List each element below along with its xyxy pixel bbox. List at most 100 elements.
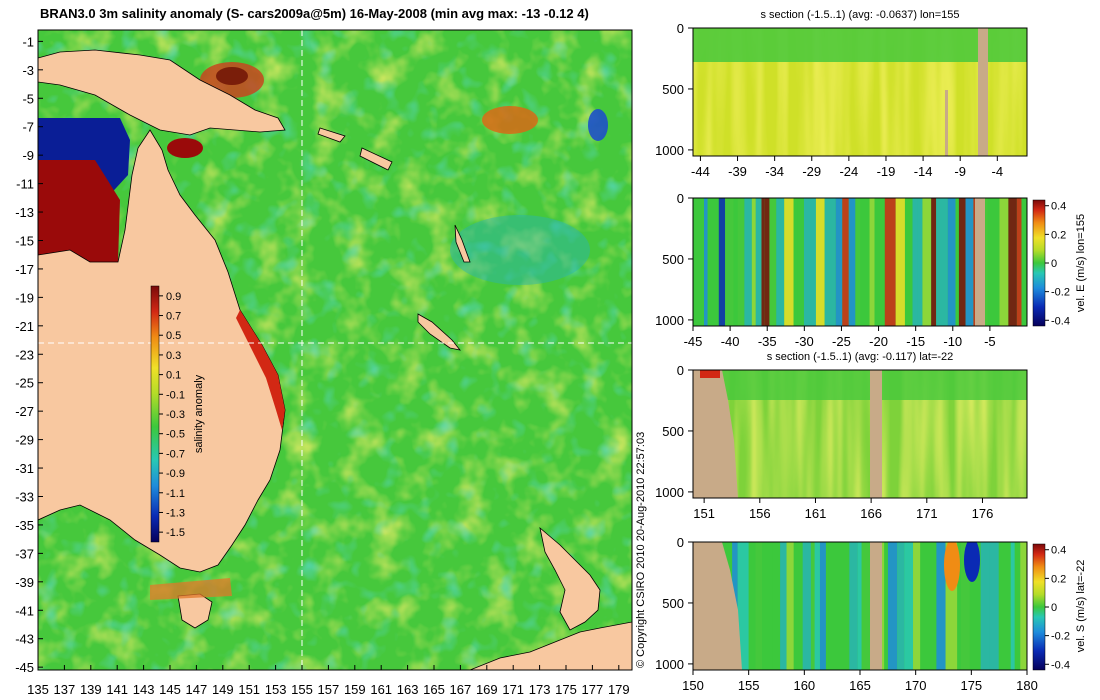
map-lon-tick-label: 149 <box>212 682 234 697</box>
p2Bands-band <box>764 198 770 326</box>
map-lon-tick-label: 169 <box>476 682 498 697</box>
p2Bands-band <box>869 198 875 326</box>
p2Bands-band <box>999 198 1009 326</box>
p4Bands-band <box>1020 542 1027 670</box>
p2Bands-band <box>1016 198 1022 326</box>
p2Bands-band <box>931 198 937 326</box>
panel4-colorbar-ticks: 0.4 0.2 0 -0.2 -0.4 <box>1045 545 1070 671</box>
map-lat-tick-label: -3 <box>22 63 34 78</box>
p4Cb-tick-label: -0.4 <box>1051 659 1070 671</box>
map-lon-tick-label: 167 <box>450 682 472 697</box>
p3Axes-x-tick-label: 156 <box>749 506 771 521</box>
panel2-frame <box>692 197 1028 327</box>
p4Bands-band <box>920 542 932 670</box>
panel4-colorbar-label: vel. S (m/s) lat=-22 <box>1075 560 1087 653</box>
map-colorbar-tick-label: -0.1 <box>166 389 185 401</box>
map-lat-tick-label: -31 <box>15 461 34 476</box>
p4Bands-band <box>936 542 946 670</box>
map-lat-tick-label: -25 <box>15 376 34 391</box>
map-lat-axis: -1 -3 -5 -7 -9 -11 -13 -15 -17 -19 -21 -23 -25 -27 -29… <box>15 34 43 675</box>
p3Axes-y-tick-label: 1000 <box>655 485 684 500</box>
anomaly-high-png-core <box>216 67 248 85</box>
p2Bands-band <box>848 198 856 326</box>
p4Axes-x-tick-label: 155 <box>738 678 760 693</box>
p4Bands-band <box>772 542 781 670</box>
map-lon-tick-label: 151 <box>238 682 260 697</box>
map-lon-tick-label: 153 <box>265 682 287 697</box>
p4Bands-band <box>884 542 888 670</box>
p4Bands-band <box>887 542 898 670</box>
map-lat-tick-label: -1 <box>22 34 34 49</box>
panel2-colorbar-ticks: 0.4 0.2 0 -0.2 -0.4 <box>1045 201 1070 327</box>
p4Bands-band <box>755 542 763 670</box>
p2Bands-band <box>1025 198 1027 326</box>
p4Axes-x-tick-label: 165 <box>849 678 871 693</box>
map-colorbar-tick-label: -1.1 <box>166 488 185 500</box>
p4Bands-band <box>980 542 990 670</box>
p1Axes-y-tick-label: 0 <box>677 21 684 36</box>
map-lat-tick-label: -17 <box>15 262 34 277</box>
p1Axes-x-tick-label: -4 <box>992 164 1004 179</box>
anomaly-high-east <box>482 106 538 134</box>
p2Bands-band <box>776 198 785 326</box>
p2Bands-band <box>1008 198 1017 326</box>
p2Bands-band <box>718 198 726 326</box>
p4Bands-band <box>989 542 999 670</box>
p4Cb-tick-label: 0.2 <box>1051 573 1066 585</box>
map-colorbar-tick-label: -0.9 <box>166 468 185 480</box>
map-plot-area <box>38 30 632 670</box>
p2Bands-band <box>922 198 932 326</box>
p2Bands-band <box>895 198 905 326</box>
p2Axes-x-tick-label: -5 <box>984 334 996 349</box>
p1Axes-x-tick-label: -29 <box>802 164 821 179</box>
map-lat-tick-label: -9 <box>22 148 34 163</box>
p4Bands-band <box>904 542 914 670</box>
map-colorbar-tick-label: -0.7 <box>166 448 185 460</box>
map-lon-tick-label: 141 <box>106 682 128 697</box>
p4Cb-tick-label: 0 <box>1051 602 1057 614</box>
p4Bands-band <box>849 542 858 670</box>
p2Axes-x-tick-label: -25 <box>832 334 851 349</box>
p2Bands-band <box>733 198 738 326</box>
p4Bands-band <box>960 542 970 670</box>
p4Bands-band <box>828 542 838 670</box>
map-lat-tick-label: -41 <box>15 603 34 618</box>
p2Cb-tick-label: 0.2 <box>1051 229 1066 241</box>
panel1-frame <box>692 27 1028 157</box>
map-lon-tick-label: 173 <box>529 682 551 697</box>
p2Bands-band <box>737 198 745 326</box>
p4Bands-band <box>897 542 905 670</box>
map-lon-tick-label: 171 <box>502 682 524 697</box>
p2Bands-band <box>744 198 752 326</box>
p4Bands-band <box>1010 542 1015 670</box>
p4Bands-band <box>814 542 820 670</box>
map-lon-tick-label: 135 <box>27 682 49 697</box>
p2Bands-band <box>815 198 825 326</box>
panel4-cold-core <box>964 542 980 582</box>
p3Axes-x-tick-label: 166 <box>860 506 882 521</box>
map-lat-tick-label: -19 <box>15 290 34 305</box>
p2Bands-band <box>965 198 974 326</box>
p4Bands-band <box>786 542 794 670</box>
panel3-frame <box>692 369 1028 499</box>
panel3-land-shelf <box>693 370 738 498</box>
panel2-colorbar-label: vel. E (m/s) lon=155 <box>1075 214 1087 312</box>
panel3-surface-hot <box>700 370 720 378</box>
panel2-axes: 0 500 1000-45 -40 -35 -30 -25 -20 -15 -10 -5 <box>655 191 996 349</box>
p2Axes-y-tick-label: 1000 <box>655 313 684 328</box>
copyright-note: © Copyright CSIRO 2010 20-Aug-2010 22:57… <box>635 432 647 668</box>
p3Axes-x-tick-label: 171 <box>916 506 938 521</box>
p2Bands-band <box>936 198 948 326</box>
map-lon-tick-label: 145 <box>159 682 181 697</box>
p2Axes-x-tick-label: -15 <box>906 334 925 349</box>
p4Axes-y-tick-label: 1000 <box>655 657 684 672</box>
p2Bands-band <box>855 198 861 326</box>
map-lat-tick-label: -11 <box>16 177 34 192</box>
p4Axes-x-tick-label: 160 <box>793 678 815 693</box>
p2Bands-band <box>842 198 849 326</box>
p2Axes-y-tick-label: 500 <box>662 252 684 267</box>
p1Axes-x-tick-label: -14 <box>914 164 933 179</box>
p2Bands-band <box>917 198 923 326</box>
map-lon-tick-label: 165 <box>423 682 445 697</box>
panel1-land-bar <box>978 28 988 156</box>
